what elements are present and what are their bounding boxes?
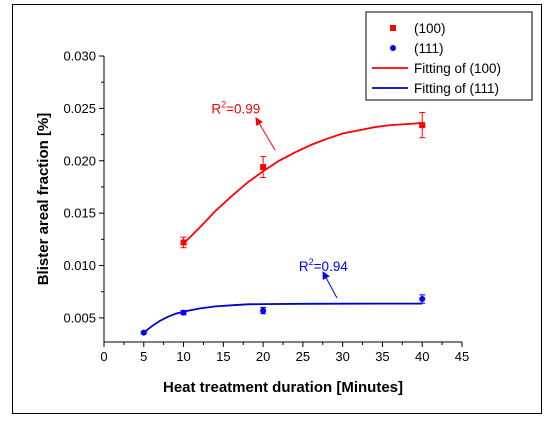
data-point	[260, 307, 267, 314]
y-axis-label: Blister areal fraction [%]	[35, 113, 52, 286]
y-tick-label: 0.020	[63, 153, 96, 168]
x-tick-label: 40	[415, 349, 429, 364]
r-squared-annotation: R2=0.99	[211, 100, 260, 117]
data-point	[419, 296, 426, 303]
y-tick-label: 0.025	[63, 101, 96, 116]
legend-label: Fitting of (100)	[414, 61, 501, 76]
figure-frame	[12, 4, 542, 414]
annotation-arrow	[322, 271, 338, 299]
x-tick-label: 5	[140, 349, 147, 364]
y-tick-label: 0.010	[63, 258, 96, 273]
data-point	[140, 329, 147, 336]
annotation-arrow	[255, 117, 276, 151]
x-tick-label: 45	[455, 349, 469, 364]
x-tick-label: 30	[335, 349, 349, 364]
legend-marker	[390, 25, 396, 31]
legend-label: Fitting of (111)	[414, 81, 499, 96]
x-tick-label: 0	[100, 349, 107, 364]
fit-curve	[182, 122, 423, 245]
x-tick-label: 20	[256, 349, 270, 364]
x-tick-label: 10	[176, 349, 190, 364]
x-axis-label: Heat treatment duration [Minutes]	[163, 379, 403, 396]
x-tick-label: 15	[216, 349, 230, 364]
data-point	[260, 164, 267, 171]
y-tick-label: 0.005	[63, 310, 96, 325]
data-point	[180, 309, 187, 316]
legend-marker	[390, 45, 396, 51]
x-tick-label: 25	[296, 349, 310, 364]
x-tick-label: 35	[375, 349, 389, 364]
y-tick-label: 0.030	[63, 49, 96, 64]
data-point	[180, 239, 187, 246]
legend-label: (100)	[414, 21, 446, 36]
r-squared-annotation: R2=0.94	[299, 257, 348, 274]
fit-curve	[143, 302, 423, 334]
data-point	[419, 122, 426, 129]
y-tick-label: 0.015	[63, 206, 96, 221]
legend-label: (111)	[414, 41, 444, 56]
